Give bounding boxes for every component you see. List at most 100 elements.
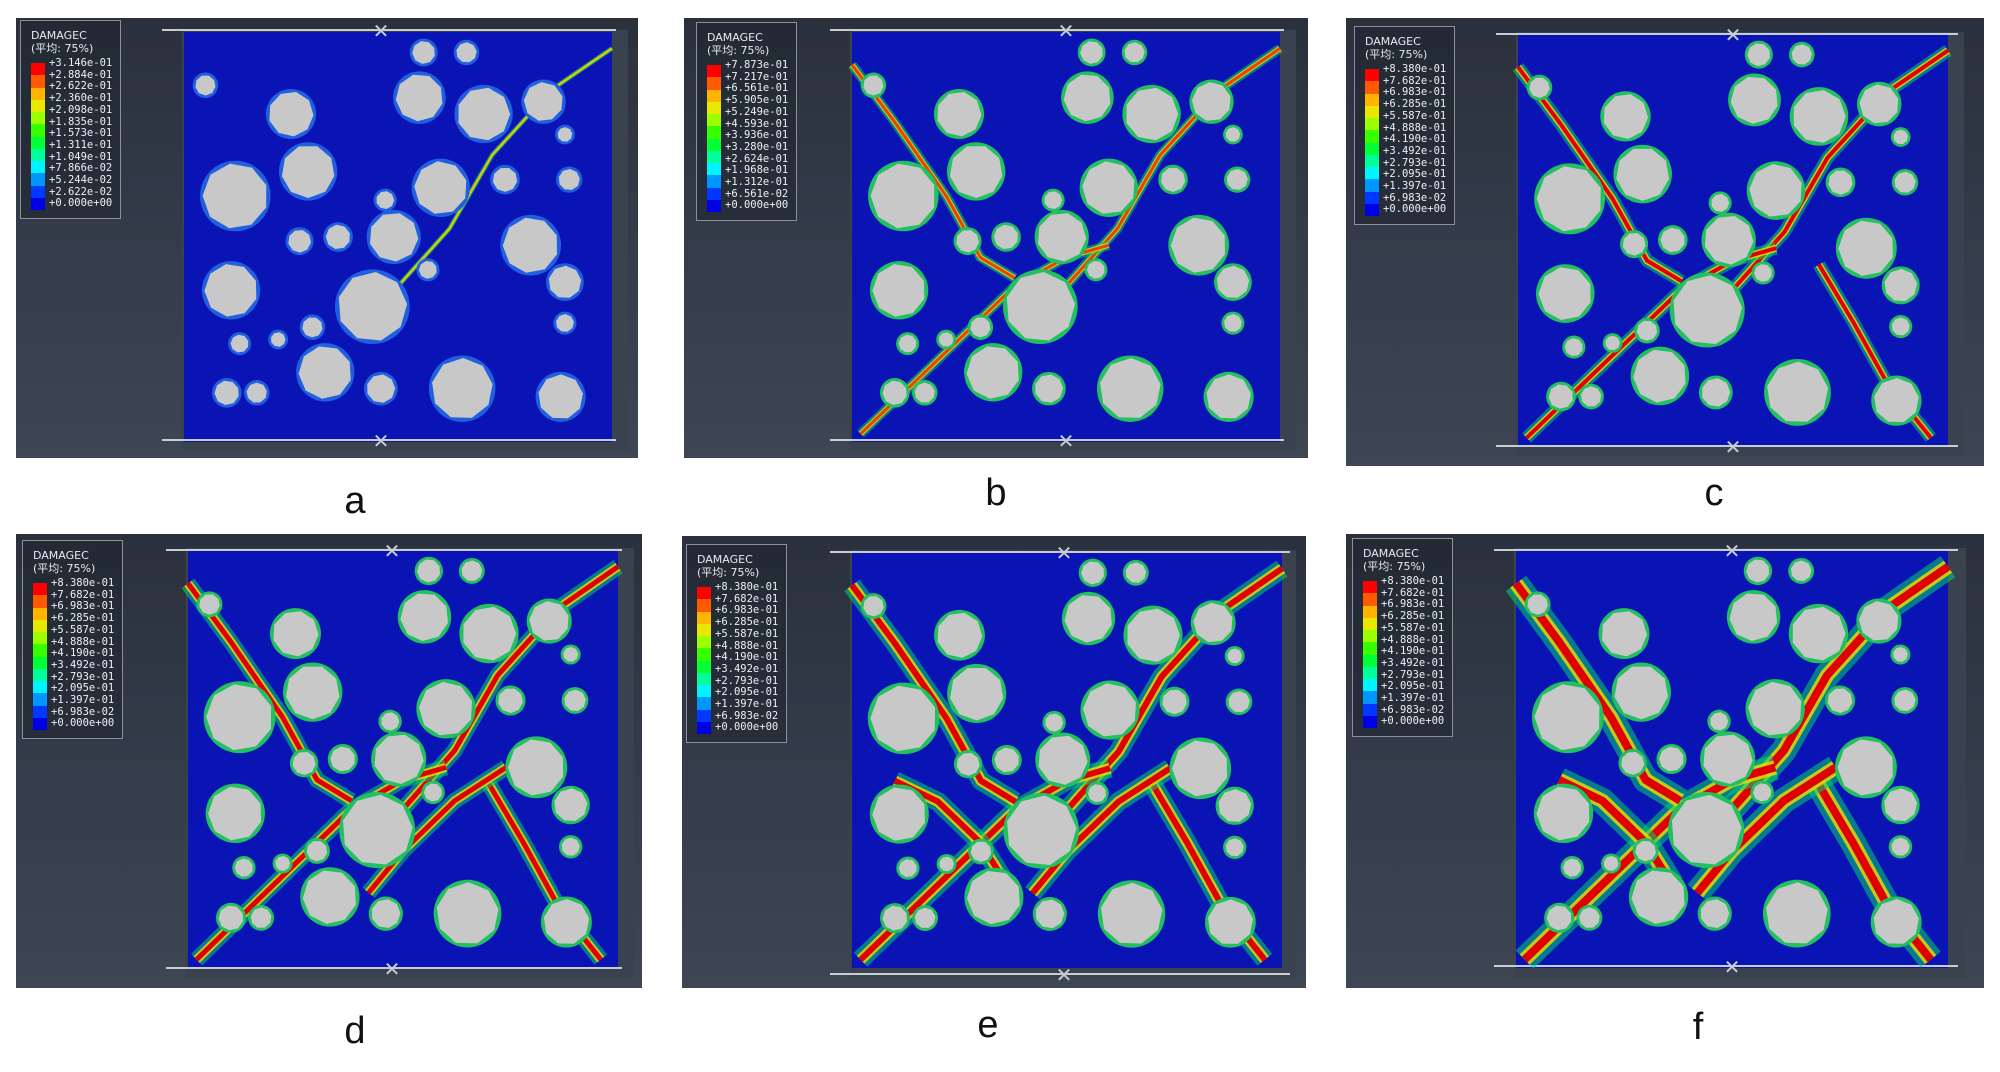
aggregate-particle <box>218 905 243 931</box>
aggregate-particle <box>306 841 328 862</box>
aggregate-particle <box>338 272 408 341</box>
aggregate-particle <box>1614 666 1668 720</box>
aggregate-particle <box>418 681 472 736</box>
aggregate-particle <box>1730 76 1778 124</box>
aggregate-particle <box>993 224 1018 249</box>
aggregate-particle <box>288 230 311 253</box>
load-point-bottom-icon: ✕ <box>1056 963 1073 987</box>
aggregate-particle <box>1828 170 1853 195</box>
aggregate-particle <box>395 74 443 122</box>
legend-title: DAMAGEC <box>1365 35 1421 48</box>
aggregate-particle <box>937 612 983 658</box>
aggregate-particle <box>269 92 314 137</box>
aggregate-particle <box>1893 647 1908 662</box>
aggregate-particle <box>400 593 448 641</box>
aggregate-particles <box>196 556 592 948</box>
aggregate-particle <box>414 161 467 214</box>
aggregate-particle <box>1125 562 1147 583</box>
viewport-panel-b[interactable]: ✕ ✕ DAMAGEC (平均: 75%) +7.873e-01 +7.217e-… <box>684 18 1308 458</box>
legend-values: +7.873e-01 +7.217e-01 +6.561e-01 +5.905e-01… <box>725 59 789 212</box>
aggregate-particle <box>1579 907 1600 928</box>
aggregate-particle <box>1711 194 1730 212</box>
aggregate-particle <box>370 213 419 262</box>
aggregate-particle <box>214 380 239 405</box>
crack-paths <box>396 46 614 288</box>
viewport-panel-d[interactable]: ✕ ✕ DAMAGEC (平均: 75%) +8.380e-01 +7.682e-… <box>16 534 642 988</box>
aggregate-particle <box>1748 681 1802 736</box>
aggregate-particle <box>1791 44 1812 65</box>
legend-color-bar <box>31 63 45 211</box>
viewport-panel-f[interactable]: ✕ ✕ DAMAGEC (平均: 75%) +8.380e-01 +7.682e-… <box>1346 534 1984 988</box>
aggregate-particle <box>456 42 477 63</box>
legend-title: DAMAGEC <box>707 31 763 44</box>
aggregate-particle <box>939 856 955 872</box>
aggregate-particle <box>286 666 340 720</box>
aggregate-particle <box>970 317 991 338</box>
legend-values: +8.380e-01 +7.682e-01 +6.983e-01 +6.285e-01… <box>715 581 779 734</box>
load-point-top-icon: ✕ <box>1725 23 1742 47</box>
legend-title: DAMAGEC <box>1363 547 1419 560</box>
aggregate-particles <box>1524 556 1922 948</box>
aggregate-particle <box>206 684 272 751</box>
aggregate-particle <box>1529 77 1550 98</box>
viewport-panel-a[interactable]: ✕ ✕ DAMAGEC (平均: 75%) +3.146e-01 +2.884e-… <box>16 18 638 458</box>
aggregate-particle <box>1038 735 1088 785</box>
aggregate-particle <box>1527 594 1548 615</box>
aggregate-particle <box>970 841 992 862</box>
legend-values: +8.380e-01 +7.682e-01 +6.983e-01 +6.285e-01… <box>1381 575 1445 728</box>
contour-plot-f: ✕ ✕ <box>1494 539 1966 979</box>
legend-subtitle: (平均: 75%) <box>707 44 770 57</box>
load-point-bottom-icon: ✕ <box>1724 955 1741 979</box>
aggregate-particle <box>564 689 586 711</box>
load-point-bottom-icon: ✕ <box>384 957 401 981</box>
aggregate-particle <box>381 712 400 731</box>
aggregate-particles <box>192 38 586 422</box>
legend-color-bar <box>707 65 721 213</box>
aggregate-particle <box>1036 899 1065 929</box>
aggregate-particle <box>423 783 442 802</box>
aggregate-particle <box>882 905 907 931</box>
aggregate-particle <box>1767 361 1829 422</box>
aggregate-particle <box>538 374 583 419</box>
aggregate-particle <box>343 794 413 865</box>
aggregate-particle <box>1659 746 1684 772</box>
aggregate-particle <box>558 169 580 190</box>
crack-band <box>1516 65 1683 283</box>
viewport-panel-c[interactable]: ✕ ✕ DAMAGEC (平均: 75%) +8.380e-01 +7.682e-… <box>1346 18 1984 466</box>
aggregate-particle <box>1564 338 1583 356</box>
contour-plot-c: ✕ ✕ <box>1496 23 1964 459</box>
aggregate-particle <box>1546 905 1572 931</box>
aggregate-particle <box>302 870 356 924</box>
aggregate-particle <box>1873 899 1919 944</box>
aggregate-particle <box>1082 161 1135 214</box>
load-point-bottom-icon: ✕ <box>1725 435 1742 459</box>
aggregate-particle <box>882 380 907 405</box>
aggregate-particle <box>1635 841 1656 862</box>
legend-subtitle: (平均: 75%) <box>1365 48 1428 61</box>
aggregate-particle <box>1622 233 1646 256</box>
aggregate-particle <box>230 334 249 353</box>
aggregate-particle <box>1083 683 1136 737</box>
aggregate-particle <box>275 856 291 871</box>
aggregate-particle <box>1858 601 1899 641</box>
viewport-panel-e[interactable]: ✕ ✕ DAMAGEC (平均: 75%) +8.380e-01 +7.682e-… <box>682 536 1306 988</box>
aggregate-particle <box>1206 374 1251 419</box>
contour-legend: DAMAGEC (平均: 75%) +8.380e-01 +7.682e-01 +6… <box>22 540 124 740</box>
aggregate-particle <box>1216 265 1250 298</box>
aggregate-particle <box>1603 94 1649 139</box>
legend-values: +3.146e-01 +2.884e-01 +2.622e-01 +2.360e-01… <box>49 57 113 210</box>
aggregate-particle <box>1749 164 1802 217</box>
legend-color-bar <box>1363 581 1377 729</box>
contour-plot-b: ✕ ✕ <box>830 19 1296 453</box>
aggregate-particle <box>557 127 573 142</box>
aggregate-particle <box>949 146 1003 198</box>
aggregate-particle <box>1894 171 1916 193</box>
caption-d: d <box>344 1010 366 1052</box>
aggregate-particle <box>1616 148 1670 201</box>
aggregate-particle <box>1162 690 1187 715</box>
load-point-top-icon: ✕ <box>1056 541 1073 565</box>
aggregate-particle <box>1631 870 1685 924</box>
aggregate-particle <box>1081 561 1104 585</box>
aggregate-particle <box>1603 856 1619 871</box>
aggregate-particle <box>543 899 590 944</box>
